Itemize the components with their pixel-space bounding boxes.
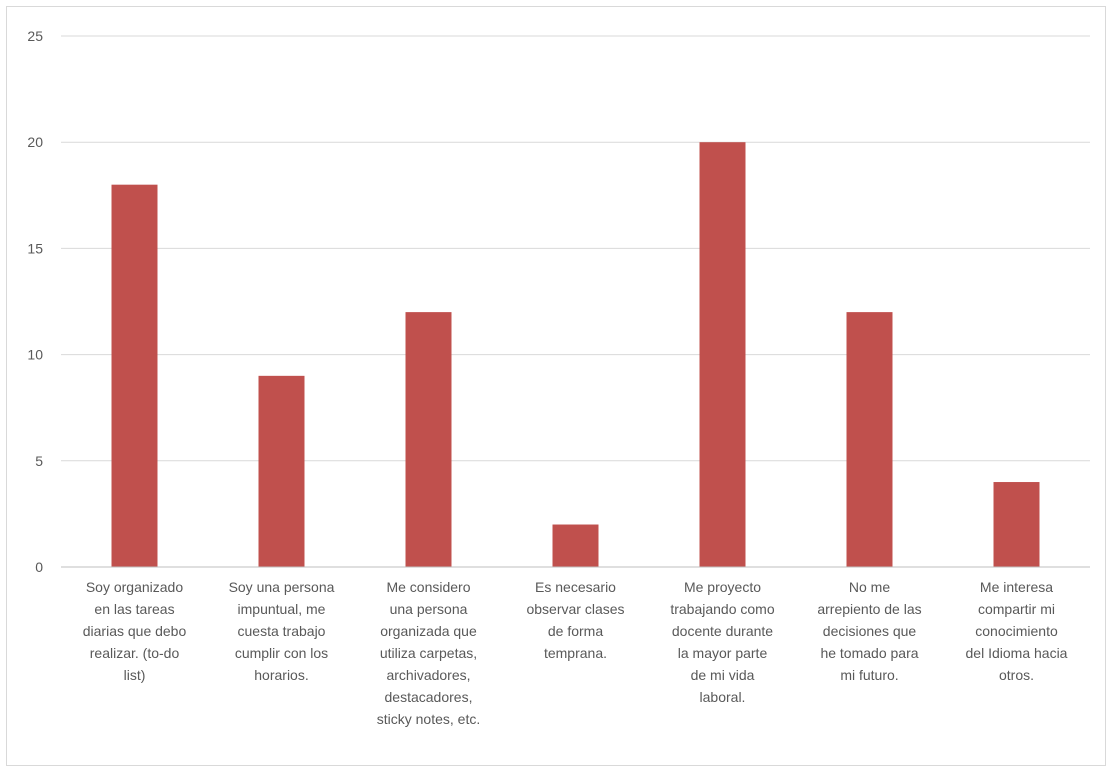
category-label-line: del Idioma hacia: [966, 645, 1068, 661]
category-label-line: temprana.: [544, 645, 607, 661]
bars: [111, 142, 1040, 567]
category-label-line: No me: [849, 579, 890, 595]
bar: [405, 312, 452, 567]
bar: [552, 524, 599, 567]
category-label-line: mi futuro.: [840, 667, 898, 683]
category-label-line: otros.: [999, 667, 1034, 683]
category-label-line: destacadores,: [385, 689, 473, 705]
y-tick-label: 20: [27, 134, 43, 150]
category-label-line: sticky notes, etc.: [377, 711, 480, 727]
category-label: Soy una persona impuntual, me cuesta traba…: [229, 579, 335, 683]
y-tick-label: 25: [27, 28, 43, 44]
category-label-line: la mayor parte: [678, 645, 768, 661]
category-label-line: he tomado para: [820, 645, 918, 661]
category-label-line: Me proyecto: [684, 579, 761, 595]
category-labels: Soy organizado en las tareas diarias que d…: [83, 579, 1068, 727]
category-label-line: realizar. (to-do: [90, 645, 180, 661]
category-label-line: de forma: [548, 623, 603, 639]
category-label: Me proyecto trabajando como docente durant…: [670, 579, 775, 705]
category-label-line: cuesta trabajo: [238, 623, 326, 639]
category-label-line: archivadores,: [386, 667, 470, 683]
y-tick-label: 5: [35, 453, 43, 469]
category-label-line: impuntual, me: [238, 601, 326, 617]
category-label-line: en las tareas: [94, 601, 174, 617]
category-label: Me interesa compartir mi conocimiento del I…: [966, 579, 1068, 683]
category-label-line: compartir mi: [978, 601, 1055, 617]
category-label-line: horarios.: [254, 667, 308, 683]
y-tick-label: 15: [27, 240, 43, 256]
category-label-line: arrepiento de las: [817, 601, 921, 617]
category-label-line: observar clases: [526, 601, 624, 617]
category-label-line: Es necesario: [535, 579, 616, 595]
gridlines: [61, 35, 1090, 462]
category-label-line: diarias que debo: [83, 623, 187, 639]
y-tick-label: 10: [27, 347, 43, 363]
category-label: Me considero una persona organizada que uti…: [377, 579, 480, 727]
y-tick-label: 0: [35, 559, 43, 575]
category-label-line: Me considero: [386, 579, 470, 595]
category-label-line: de mi vida: [691, 667, 755, 683]
category-label-line: utiliza carpetas,: [380, 645, 477, 661]
category-label: Soy organizado en las tareas diarias que d…: [83, 579, 187, 683]
bar: [258, 375, 305, 567]
category-label-line: list): [124, 667, 146, 683]
category-label-line: docente durante: [672, 623, 773, 639]
category-label: No me arrepiento de las decisiones que he t…: [817, 579, 921, 683]
category-label-line: trabajando como: [670, 601, 775, 617]
bar: [846, 312, 893, 567]
category-label-line: una persona: [390, 601, 468, 617]
category-label-line: Soy organizado: [86, 579, 184, 595]
category-label-line: decisiones que: [823, 623, 917, 639]
y-axis-ticks: 0 5 10 15 20 25: [27, 28, 43, 575]
category-label-line: Me interesa: [980, 579, 1053, 595]
category-label-line: conocimiento: [975, 623, 1058, 639]
category-label-line: organizada que: [380, 623, 477, 639]
category-label-line: cumplir con los: [235, 645, 328, 661]
bar: [699, 142, 746, 567]
category-label-line: laboral.: [700, 689, 746, 705]
bar-chart: 0 5 10 15 20 25 Soy organizado en las tareas di…: [27, 28, 1090, 727]
bar: [993, 482, 1040, 567]
bar: [111, 184, 158, 567]
category-label-line: Soy una persona: [229, 579, 335, 595]
category-label: Es necesario observar clases de forma tempr…: [526, 579, 624, 661]
chart-frame: 0 5 10 15 20 25 Soy organizado en las tareas di…: [6, 6, 1106, 766]
